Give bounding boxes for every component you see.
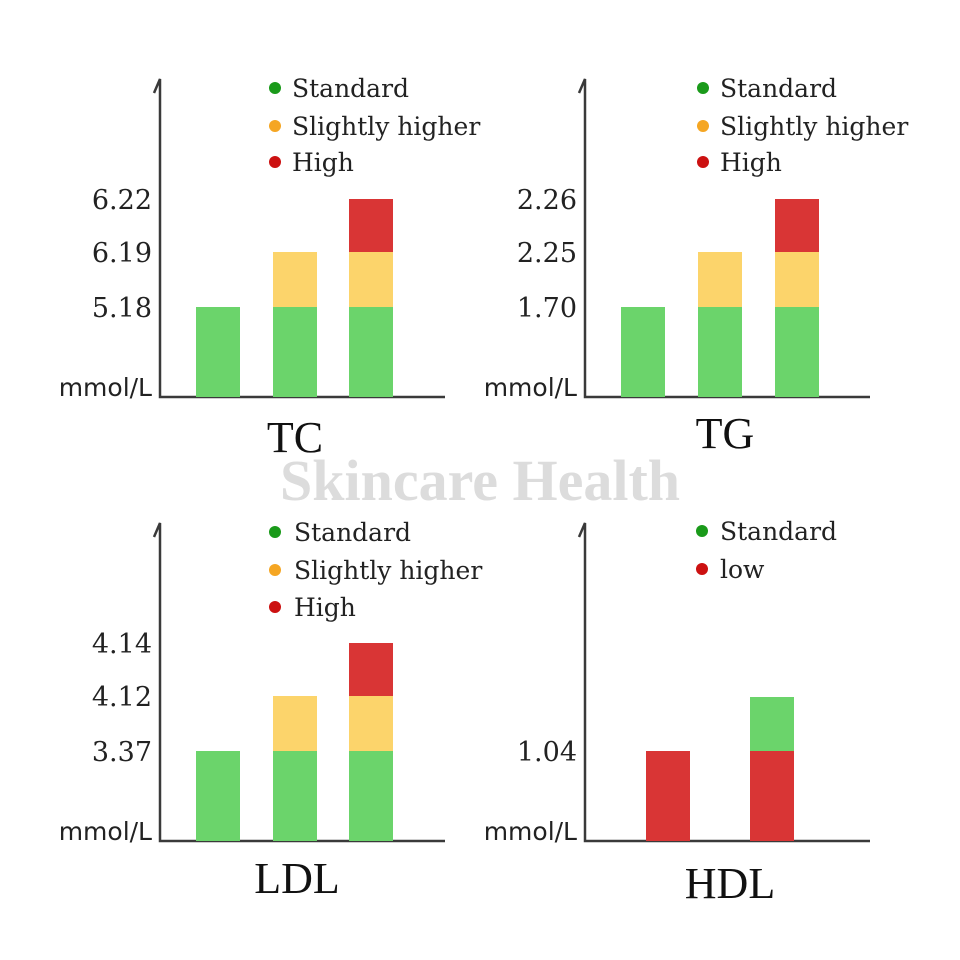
legend-dot-low: [696, 563, 708, 575]
legend-dot-standard: [269, 82, 281, 94]
bar-segment-slightly-higher: [273, 252, 317, 307]
legend-dot-slightly-higher: [269, 120, 281, 132]
chart-tc: 6.22 6.19 5.18 mmol/L Standard Slightly highe…: [59, 74, 481, 462]
bar-segment-slightly-higher: [775, 252, 819, 307]
bar-segment-standard: [698, 307, 742, 397]
legend-label: High: [720, 148, 782, 177]
legend-label: High: [292, 148, 354, 177]
legend-label: Slightly higher: [294, 556, 482, 585]
y-tick-label: 1.70: [517, 293, 577, 324]
y-tick-label: 6.22: [92, 185, 152, 216]
y-tick-label: 2.26: [517, 185, 577, 216]
chart-panels: 6.22 6.19 5.18 mmol/L Standard Slightly highe…: [59, 74, 909, 908]
legend-dot-slightly-higher: [697, 120, 709, 132]
legend-label: Slightly higher: [292, 112, 480, 141]
bar-segment-slightly-higher: [349, 252, 393, 307]
bar-segment-slightly-higher: [698, 252, 742, 307]
chart-hdl: 1.04 mmol/L Standard low HDL: [484, 517, 870, 908]
y-tick-label: 4.12: [92, 682, 152, 713]
bar-segment-low: [646, 751, 690, 841]
y-tick-label: 5.18: [92, 293, 152, 324]
legend-dot-standard: [697, 82, 709, 94]
legend-dot-high: [269, 601, 281, 613]
bar-segment-high: [349, 643, 393, 696]
legend-dot-standard: [696, 525, 708, 537]
legend-label: Standard: [720, 74, 837, 103]
bar-segment-standard: [273, 751, 317, 841]
legend-label: Slightly higher: [720, 112, 908, 141]
legend-label: Standard: [294, 518, 411, 547]
bar-segment-slightly-higher: [273, 696, 317, 751]
chart-title: TG: [696, 409, 755, 458]
axis-lines: [577, 522, 870, 843]
y-tick-label: 4.14: [92, 629, 152, 660]
chart-title: HDL: [685, 859, 775, 908]
legend-dot-slightly-higher: [269, 564, 281, 576]
legend-label: High: [294, 593, 356, 622]
legend-dot-high: [269, 156, 281, 168]
bar-segment-high: [349, 199, 393, 252]
legend-label: low: [720, 555, 765, 584]
bar-segment-standard: [775, 307, 819, 397]
bar-segment-standard: [273, 307, 317, 397]
y-unit-label: mmol/L: [59, 373, 152, 402]
bar-segment-slightly-higher: [349, 696, 393, 751]
bar-segment-standard: [750, 697, 794, 751]
bar-segment-standard: [349, 751, 393, 841]
y-tick-label: 2.25: [517, 238, 577, 269]
chart-title: LDL: [254, 854, 340, 903]
legend-dot-standard: [269, 526, 281, 538]
chart-ldl: 4.14 4.12 3.37 mmol/L Standard Slightly highe…: [59, 518, 483, 903]
bar-segment-standard: [196, 751, 240, 841]
y-unit-label: mmol/L: [59, 817, 152, 846]
chart-tg: 2.26 2.25 1.70 mmol/L Standard Slightly highe…: [484, 74, 909, 458]
bar-segment-standard: [196, 307, 240, 397]
watermark-text: Skincare Health: [280, 448, 680, 513]
bar-segment-standard: [621, 307, 665, 397]
legend-label: Standard: [720, 517, 837, 546]
bar-segment-low: [750, 751, 794, 841]
y-unit-label: mmol/L: [484, 373, 577, 402]
y-tick-label: 3.37: [92, 737, 152, 768]
bar-segment-high: [775, 199, 819, 252]
y-unit-label: mmol/L: [484, 817, 577, 846]
y-tick-label: 6.19: [92, 238, 152, 269]
legend-dot-high: [697, 156, 709, 168]
legend-label: Standard: [292, 74, 409, 103]
y-tick-label: 1.04: [517, 737, 577, 768]
bar-segment-standard: [349, 307, 393, 397]
chart-title: TC: [267, 413, 323, 462]
